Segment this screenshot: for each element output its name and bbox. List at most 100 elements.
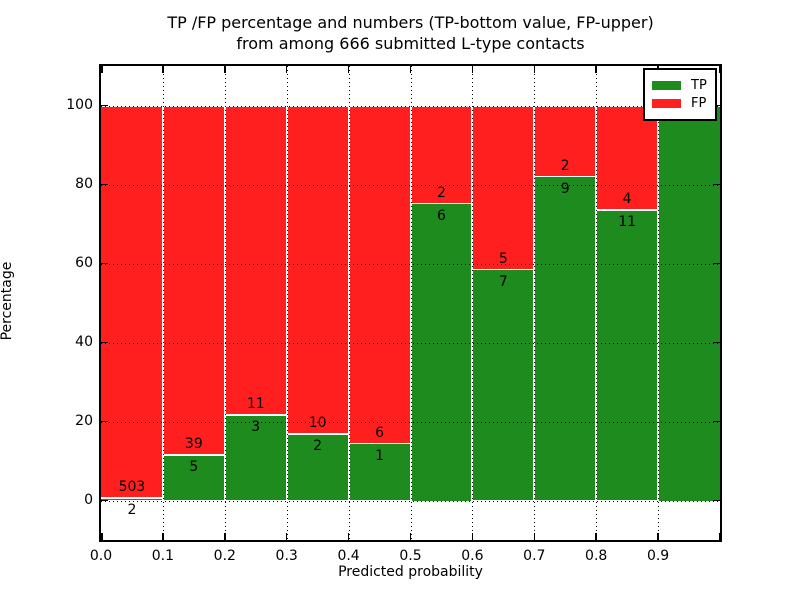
- bar-tp-count-label: 2: [127, 502, 137, 519]
- bar-edge-boundary: [410, 202, 473, 205]
- bar-fp-segment: [348, 105, 411, 445]
- y-tick-mark-right: [713, 262, 720, 265]
- y-tick-mark: [101, 499, 108, 502]
- plot-inner: 503239511310261265729411380.00.10.20.30.…: [66, 66, 720, 564]
- gridline-vertical: [348, 66, 350, 540]
- bar-tp-segment: [162, 455, 225, 501]
- x-tick-mark: [471, 533, 474, 540]
- chart-title-line1: TP /FP percentage and numbers (TP-bottom…: [167, 13, 654, 32]
- x-tick-label: 0.3: [275, 548, 298, 564]
- x-tick-mark-top: [471, 66, 474, 73]
- x-tick-mark: [595, 533, 597, 540]
- x-tick-mark-top: [595, 66, 597, 73]
- x-tick-label: 0.9: [646, 548, 670, 564]
- y-tick-label: 60: [75, 254, 93, 271]
- y-tick-mark: [101, 420, 108, 423]
- x-tick-mark: [101, 533, 103, 540]
- plot-area: 503239511310261265729411380.00.10.20.30.…: [66, 64, 722, 564]
- bar-fp-count-label: 2: [436, 184, 446, 201]
- bar-fp-count-label: 5: [498, 250, 508, 267]
- bar-tp-count-label: 3: [251, 419, 261, 436]
- x-tick-mark: [718, 533, 720, 540]
- gridline-vertical: [162, 66, 164, 540]
- x-tick-mark: [347, 533, 350, 540]
- x-tick-mark: [285, 533, 288, 540]
- bar-fp-segment: [410, 105, 473, 205]
- gridline-vertical: [596, 66, 598, 540]
- bar-fp-count-label: 6: [375, 424, 384, 441]
- x-tick-mark-top: [718, 66, 720, 73]
- bar-fp-count-label: 2: [560, 157, 570, 174]
- legend-label-tp: TP: [691, 78, 707, 93]
- legend: TP FP: [643, 68, 717, 121]
- chart-title: TP /FP percentage and numbers (TP-bottom…: [99, 12, 722, 54]
- x-axis-label: Predicted probability: [338, 564, 483, 580]
- bar-tp-segment: [596, 210, 659, 501]
- bar-edge-boundary: [596, 209, 659, 211]
- y-tick-mark: [101, 183, 108, 186]
- y-tick-label: 40: [75, 333, 93, 350]
- bar-edge-boundary: [534, 175, 597, 178]
- y-tick-mark: [101, 104, 108, 107]
- gridline-vertical: [286, 66, 288, 540]
- x-tick-label: 0.6: [461, 548, 484, 564]
- bar-tp-segment: [658, 105, 720, 501]
- legend-label-fp: FP: [691, 96, 707, 111]
- bar-fp-count-label: 10: [308, 415, 327, 432]
- bar-edge-boundary: [101, 497, 163, 499]
- bar-fp-segment: [101, 105, 163, 499]
- bar-tp-segment: [472, 270, 535, 501]
- x-tick-mark-top: [101, 66, 103, 73]
- bar-tp-segment: [286, 434, 349, 501]
- legend-item-fp: FP: [652, 96, 707, 111]
- bar-fp-segment: [472, 105, 535, 271]
- bar-fp-count-label: 503: [118, 479, 146, 496]
- bar-tp-segment: [348, 444, 411, 501]
- x-tick-label: 0.0: [89, 548, 113, 564]
- x-tick-mark-top: [409, 66, 412, 73]
- y-tick-label: 80: [75, 175, 93, 192]
- x-tick-mark: [162, 533, 164, 540]
- x-tick-mark-top: [533, 66, 536, 73]
- y-tick-mark: [101, 262, 108, 265]
- bar-fp-segment: [224, 105, 287, 416]
- gridline-vertical: [472, 66, 474, 540]
- chart-title-line2: from among 666 submitted L-type contacts: [236, 34, 585, 53]
- legend-swatch-fp: [652, 99, 681, 108]
- y-tick-mark-right: [713, 499, 720, 502]
- bar-tp-segment: [224, 415, 287, 501]
- x-tick-label: 0.2: [213, 548, 236, 564]
- bar-tp-count-label: 1: [375, 447, 384, 464]
- bar-tp-segment: [410, 204, 473, 501]
- bar-edge-boundary: [286, 433, 349, 435]
- bar-fp-segment: [534, 105, 597, 178]
- bar-fp-segment: [162, 105, 225, 456]
- bar-edge-boundary: [224, 414, 287, 416]
- y-tick-mark-right: [713, 183, 720, 186]
- x-tick-label: 0.5: [399, 548, 422, 564]
- gridline-vertical: [410, 66, 412, 540]
- gridline-vertical: [224, 66, 226, 540]
- x-tick-label: 0.1: [151, 548, 175, 564]
- bar-edge-boundary: [162, 454, 225, 456]
- y-tick-label: 20: [75, 412, 93, 429]
- y-tick-mark-right: [713, 341, 720, 344]
- bar-fp-segment: [286, 105, 349, 435]
- bar-tp-count-label: 6: [436, 207, 446, 224]
- x-tick-mark: [533, 533, 536, 540]
- x-tick-label: 0.8: [585, 548, 608, 564]
- bar-edge-boundary: [348, 442, 411, 445]
- legend-item-tp: TP: [652, 78, 707, 93]
- y-tick-mark-right: [713, 420, 720, 423]
- x-tick-mark: [224, 533, 226, 540]
- x-tick-mark-top: [347, 66, 350, 73]
- bar-tp-count-label: 11: [618, 214, 637, 231]
- gridline-vertical: [534, 66, 536, 540]
- bar-tp-count-label: 2: [313, 438, 323, 455]
- x-tick-mark-top: [285, 66, 288, 73]
- gridline-vertical: [658, 66, 660, 540]
- legend-swatch-tp: [652, 81, 681, 90]
- bar-fp-count-label: 4: [622, 191, 632, 208]
- x-tick-mark: [409, 533, 412, 540]
